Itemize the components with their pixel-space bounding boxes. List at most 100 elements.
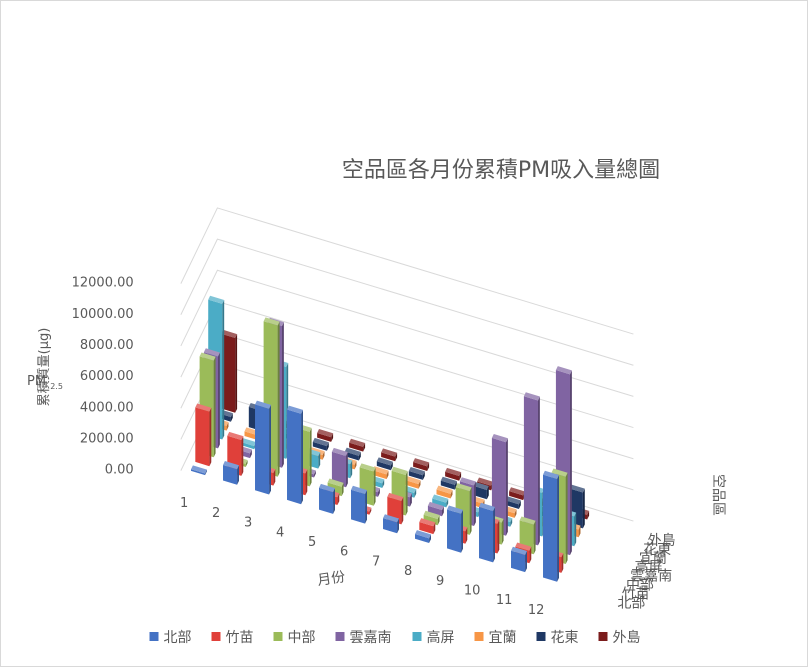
y-axis-title: PM 2.5 累積質量(μg): [27, 328, 63, 407]
bar: [432, 494, 449, 508]
bar: [440, 476, 457, 490]
legend-item: 北部: [149, 630, 192, 646]
bar: [543, 470, 559, 582]
legend-swatch: [474, 632, 484, 641]
bar: [447, 505, 463, 553]
svg-text:PM 2.5: PM 2.5: [27, 374, 63, 391]
z-tick-label: 宜蘭: [639, 551, 667, 567]
bars: [191, 295, 590, 582]
bar: [191, 465, 207, 476]
legend-label: 花東: [551, 630, 579, 646]
bar: [349, 438, 366, 452]
y-axis-title-main: PM: [27, 374, 46, 389]
z-axis-title: 空品區: [710, 474, 726, 516]
bar: [445, 467, 462, 481]
legend-item: 高屏: [412, 629, 455, 646]
y-tick-label: 2000.00: [80, 431, 134, 446]
x-tick-label: 3: [244, 516, 252, 531]
bar: [427, 501, 444, 517]
legend-swatch: [211, 632, 221, 641]
x-tick-label: 9: [436, 574, 444, 589]
legend-swatch: [536, 632, 546, 641]
bar: [319, 483, 335, 514]
bar: [436, 485, 453, 499]
legend-swatch: [598, 632, 608, 641]
bar: [287, 405, 303, 505]
bar: [381, 448, 398, 462]
z-tick-label: 竹苗: [622, 586, 650, 602]
y-tick-label: 8000.00: [80, 338, 134, 353]
legend-item: 外島: [598, 630, 641, 646]
legend-item: 竹苗: [211, 630, 254, 646]
bar: [221, 329, 238, 413]
x-tick-label: 2: [212, 506, 220, 521]
legend-label: 中部: [288, 630, 316, 646]
y-tick-label: 10000.00: [72, 307, 134, 322]
bar: [413, 458, 430, 471]
bar: [351, 485, 367, 524]
legend-item: 花東: [536, 630, 579, 646]
legend-item: 雲嘉南: [335, 630, 392, 646]
z-tick-label: 北部: [617, 595, 645, 611]
legend-label: 竹苗: [226, 630, 254, 646]
z-tick-label: 高屏: [635, 559, 663, 576]
bar: [479, 502, 495, 563]
y-tick-label: 6000.00: [80, 369, 134, 384]
gridline: [180, 238, 634, 366]
legend-item: 宜蘭: [474, 630, 517, 646]
bar: [331, 447, 348, 488]
bar: [491, 434, 508, 536]
legend-item: 中部: [273, 630, 316, 646]
x-tick-label: 6: [340, 545, 348, 560]
bar: [523, 392, 540, 546]
gridline: [180, 269, 634, 397]
x-tick-label: 7: [372, 554, 380, 569]
x-tick-label: 8: [404, 564, 412, 579]
x-tick-label: 10: [464, 584, 481, 599]
chart-title: 空品區各月份累積PM吸入量總圖: [342, 158, 660, 183]
bar: [419, 518, 436, 535]
x-tick-label: 12: [528, 603, 545, 618]
y-tick-label: 4000.00: [80, 400, 134, 415]
legend-swatch: [335, 632, 345, 641]
z-tick-label: 花東: [643, 542, 671, 558]
bar: [408, 467, 425, 480]
x-tick-label: 1: [180, 496, 188, 511]
legend-swatch: [412, 632, 422, 641]
legend-label: 雲嘉南: [350, 630, 392, 646]
y-tick-label: 12000.00: [72, 276, 134, 291]
bar: [317, 429, 334, 442]
y-axis-title-sub: 2.5: [50, 382, 63, 391]
x-axis-title: 月份: [316, 569, 346, 589]
bar: [195, 403, 212, 467]
legend-label: 高屏: [427, 629, 455, 646]
z-tick-label: 中部: [626, 578, 654, 594]
bar: [415, 530, 431, 543]
legend-label: 宜蘭: [489, 630, 517, 646]
legend-swatch: [149, 632, 159, 641]
y-axis-title-line2: 累積質量(μg): [37, 328, 52, 407]
bar: [504, 496, 521, 509]
bar: [223, 461, 239, 485]
legend-label: 北部: [164, 630, 192, 646]
legend: 北部 竹苗 中部 雲嘉南 高屏 宜蘭 花東 外島: [149, 629, 641, 646]
bar: [404, 475, 421, 489]
bar: [312, 437, 329, 451]
bar: [344, 447, 361, 461]
bar: [511, 546, 527, 573]
bar: [376, 457, 393, 471]
legend-swatch: [273, 632, 283, 641]
z-tick-label: 外島: [648, 533, 676, 549]
x-tick-label: 4: [276, 525, 284, 540]
legend-label: 外島: [613, 630, 641, 646]
y-axis-ticks: 0.00 2000.00 4000.00 6000.00 8000.00 10000.00…: [72, 276, 134, 478]
x-tick-label: 5: [308, 535, 316, 550]
bar: [472, 481, 489, 500]
bar: [255, 400, 271, 495]
z-tick-label: 雲嘉南: [630, 569, 672, 585]
x-tick-label: 11: [496, 593, 513, 608]
